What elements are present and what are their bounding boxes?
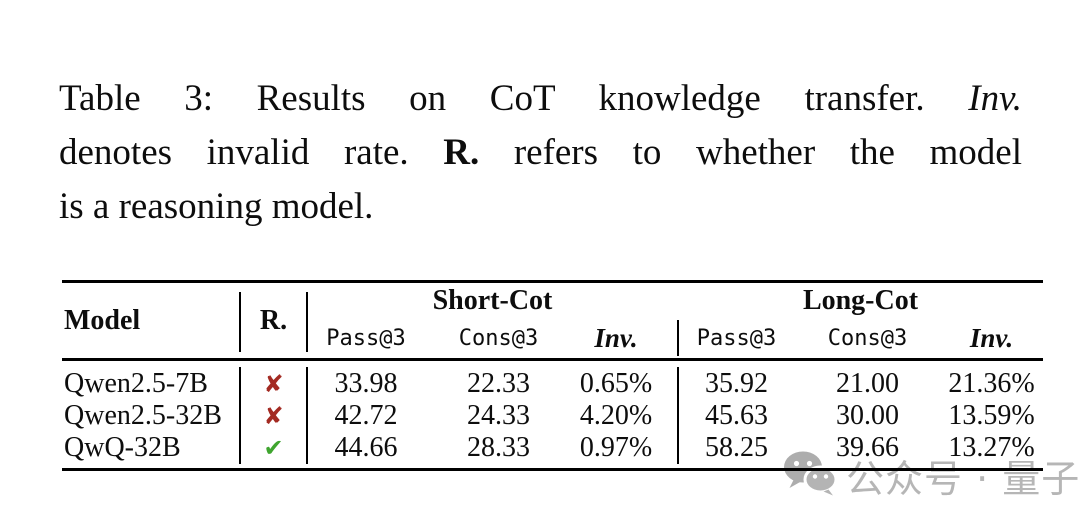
long-cons-cell: 39.66 bbox=[836, 432, 899, 463]
body-divider-model-r bbox=[239, 367, 241, 464]
table-top-rule bbox=[62, 280, 1043, 283]
watermark: 公众号 · 量子位 bbox=[783, 450, 1080, 501]
caption-line-2: denotes invalid rate. R. refers to wheth… bbox=[59, 126, 1022, 180]
header-divider-r-short bbox=[306, 292, 308, 352]
caption-text: refers to whether the model bbox=[479, 132, 1023, 173]
long-inv-cell: 21.36% bbox=[948, 368, 1035, 399]
table-bottom-rule bbox=[62, 468, 1043, 471]
caption-line-3: is a reasoning model. bbox=[59, 186, 374, 227]
header-divider-model-r bbox=[239, 292, 241, 352]
column-header-short-cons: Cons@3 bbox=[458, 325, 539, 351]
caption-text: denotes invalid rate. bbox=[59, 132, 444, 173]
table-caption: Table 3: Results on CoT knowledge transf… bbox=[59, 72, 1022, 234]
caption-inv-abbrev: Inv. bbox=[968, 78, 1022, 119]
watermark-text: 公众号 · 量子位 bbox=[846, 456, 1080, 501]
column-header-short-inv: Inv. bbox=[594, 322, 638, 353]
column-header-long-inv: Inv. bbox=[969, 322, 1014, 353]
body-divider-r-short bbox=[306, 367, 308, 464]
header-divider-short-long bbox=[677, 320, 679, 356]
caption-r-abbrev: R. bbox=[443, 132, 480, 173]
caption-text: Table 3: Results on CoT knowledge transf… bbox=[59, 78, 969, 119]
short-inv-cell: 0.97% bbox=[579, 432, 653, 463]
short-cons-cell: 28.33 bbox=[467, 432, 530, 463]
group-header-long-cot: Long-Cot bbox=[802, 285, 919, 316]
table-header: Model R. Short-Cot Long-Cot Pass@3 Cons@… bbox=[62, 284, 1043, 358]
column-header-model: Model bbox=[64, 305, 141, 336]
group-header-short-cot: Short-Cot bbox=[432, 285, 553, 316]
check-icon: ✔ bbox=[263, 434, 284, 462]
body-divider-short-long bbox=[677, 367, 679, 464]
column-header-long-cons: Cons@3 bbox=[827, 325, 908, 351]
long-inv-cell: 13.59% bbox=[948, 400, 1035, 431]
long-pass-cell: 45.63 bbox=[705, 400, 768, 431]
short-pass-cell: 42.72 bbox=[334, 400, 398, 431]
long-cons-cell: 30.00 bbox=[836, 400, 899, 431]
model-name-cell: QwQ-32B bbox=[64, 432, 181, 463]
model-name-cell: Qwen2.5-7B bbox=[64, 368, 208, 399]
long-cons-cell: 21.00 bbox=[836, 368, 899, 399]
wechat-icon bbox=[783, 450, 838, 501]
column-header-short-pass: Pass@3 bbox=[326, 325, 406, 351]
short-pass-cell: 33.98 bbox=[334, 368, 398, 399]
model-name-cell: Qwen2.5-32B bbox=[64, 400, 222, 431]
cross-icon: ✘ bbox=[263, 370, 284, 398]
long-inv-cell: 13.27% bbox=[948, 432, 1035, 463]
column-header-long-pass: Pass@3 bbox=[696, 325, 777, 351]
short-inv-cell: 4.20% bbox=[579, 400, 653, 431]
table-mid-rule bbox=[62, 358, 1043, 361]
short-cons-cell: 22.33 bbox=[467, 368, 530, 399]
table-body: Qwen2.5-7B ✘ 33.98 22.33 0.65% 35.92 21.… bbox=[62, 368, 1043, 464]
short-inv-cell: 0.65% bbox=[579, 368, 653, 399]
column-header-reasoning: R. bbox=[259, 305, 288, 336]
caption-line-1: Table 3: Results on CoT knowledge transf… bbox=[59, 72, 1022, 126]
long-pass-cell: 58.25 bbox=[705, 432, 768, 463]
results-table: Model R. Short-Cot Long-Cot Pass@3 Cons@… bbox=[62, 280, 1043, 475]
short-cons-cell: 24.33 bbox=[467, 400, 530, 431]
cross-icon: ✘ bbox=[263, 402, 284, 430]
short-pass-cell: 44.66 bbox=[334, 432, 398, 463]
long-pass-cell: 35.92 bbox=[705, 368, 768, 399]
